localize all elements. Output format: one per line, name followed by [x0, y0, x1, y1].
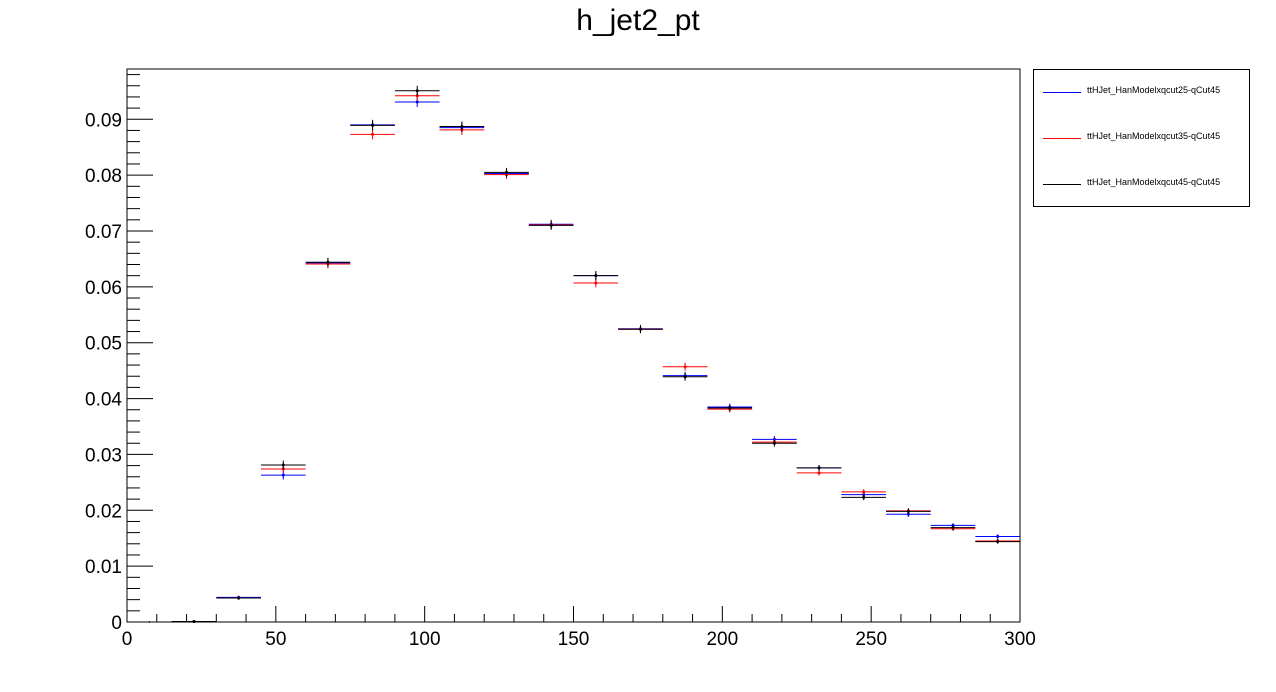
x-tick-label: 50: [265, 629, 286, 650]
data-point: [505, 170, 509, 174]
x-tick-label: 100: [409, 629, 441, 650]
legend-label-1: ttHJet_HanModelxqcut25-qCut45: [1087, 85, 1221, 95]
data-point: [594, 274, 598, 278]
x-tick-label: 150: [558, 629, 590, 650]
y-tick-labels: 0 0.01 0.02 0.03 0.04 0.05 0.06 0.07 0.08 0.09: [85, 110, 122, 634]
x-tick-label: 200: [706, 629, 738, 650]
data-point: [996, 535, 1000, 539]
y-tick-label: 0.03: [85, 445, 122, 466]
x-tick-label: 0: [122, 629, 133, 650]
data-point: [862, 490, 866, 494]
data-point: [148, 621, 151, 623]
data-point: [728, 406, 732, 410]
y-tick-label: 0.01: [85, 557, 122, 578]
data-point: [817, 466, 821, 470]
data-point: [638, 327, 642, 331]
data-point: [683, 375, 687, 379]
series-1: [148, 96, 1020, 623]
y-tick-label: 0.09: [85, 110, 122, 131]
data-point: [326, 260, 330, 264]
y-tick-label: 0.04: [85, 390, 122, 411]
data-point: [906, 509, 910, 513]
data-point: [683, 365, 687, 369]
legend-swatch-3: [1043, 184, 1081, 185]
data-point: [192, 619, 196, 623]
axis-ticks: [126, 74, 1021, 623]
y-tick-label: 0.07: [85, 222, 122, 243]
y-tick-label: 0.08: [85, 166, 122, 187]
legend-item-3: ttHJet_HanModelxqcut45-qCut45: [1034, 176, 1249, 192]
y-tick-label: 0.02: [85, 501, 122, 522]
data-point: [281, 463, 285, 467]
y-tick-label: 0.06: [85, 278, 122, 299]
legend: ttHJet_HanModelxqcut25-qCut45 ttHJet_Han…: [1033, 69, 1250, 207]
data-point: [237, 596, 241, 600]
data-marks: [148, 85, 1020, 623]
legend-swatch-1: [1043, 92, 1081, 93]
data-point: [817, 471, 821, 475]
y-tick-label: 0.05: [85, 334, 122, 355]
x-tick-label: 300: [1004, 629, 1036, 650]
legend-label-3: ttHJet_HanModelxqcut45-qCut45: [1087, 177, 1221, 187]
legend-swatch-2: [1043, 138, 1081, 139]
plot-frame: [126, 68, 1021, 623]
data-point: [862, 495, 866, 499]
data-point: [415, 89, 419, 93]
x-tick-labels: 0 50 100 150 200 250 300: [122, 629, 1036, 650]
data-point: [996, 540, 1000, 544]
y-tick-label: 0: [111, 613, 122, 634]
data-point: [549, 223, 553, 227]
data-point: [951, 526, 955, 530]
legend-item-2: ttHJet_HanModelxqcut35-qCut45: [1034, 130, 1249, 146]
data-point: [594, 281, 598, 285]
legend-label-2: ttHJet_HanModelxqcut35-qCut45: [1087, 131, 1221, 141]
data-point: [371, 123, 375, 127]
data-point: [772, 441, 776, 445]
legend-item-1: ttHJet_HanModelxqcut25-qCut45: [1034, 84, 1249, 100]
data-point: [281, 473, 285, 477]
x-tick-label: 250: [855, 629, 887, 650]
data-point: [415, 100, 419, 104]
chart-title: h_jet2_pt: [576, 4, 700, 37]
series-2: [148, 90, 1020, 623]
data-point: [371, 132, 375, 136]
data-point: [460, 125, 464, 129]
series-3: [148, 85, 1020, 623]
